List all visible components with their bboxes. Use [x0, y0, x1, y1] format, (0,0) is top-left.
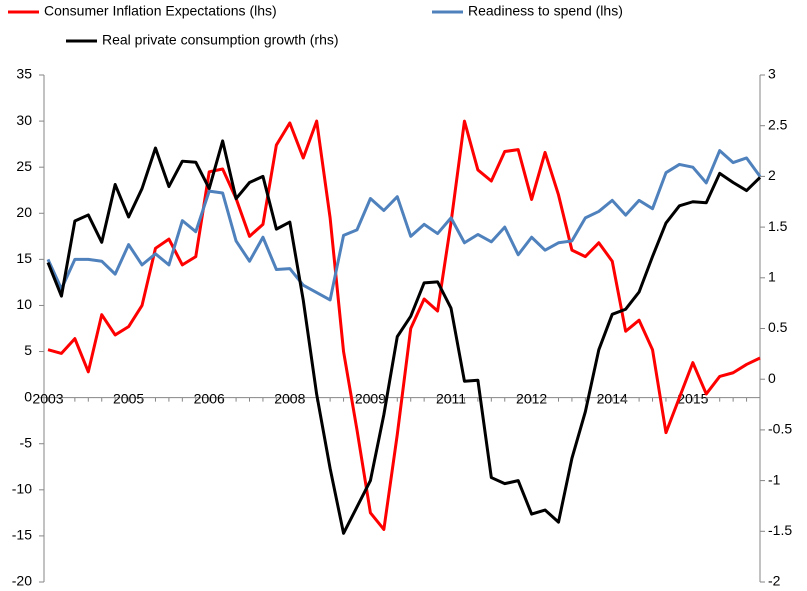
y-tick-label: 25 [16, 158, 32, 174]
y2-tick-label: 2 [768, 167, 776, 183]
y2-tick-label: 0.5 [768, 319, 788, 335]
y-tick-label: 20 [16, 204, 32, 220]
legend-label: Consumer Inflation Expectations (lhs) [44, 3, 277, 19]
y-tick-label: 15 [16, 250, 32, 266]
x-tick-label: 2015 [677, 390, 708, 406]
x-tick-label: 2006 [194, 390, 225, 406]
series-line [47, 119, 761, 531]
y2-tick-label: 3 [768, 66, 776, 82]
x-tick-label: 2005 [113, 390, 144, 406]
y2-tick-label: 1.5 [768, 218, 788, 234]
series-line [46, 139, 762, 535]
series-line [46, 149, 762, 302]
x-tick-label: 2012 [516, 390, 547, 406]
y2-tick-label: -1.5 [768, 522, 792, 538]
x-tick-label: 2014 [597, 390, 628, 406]
x-tick-label: 2011 [436, 390, 466, 406]
y2-tick-label: -0.5 [768, 421, 792, 437]
legend-label: Real private consumption growth (rhs) [102, 32, 339, 48]
y-tick-label: 35 [16, 66, 32, 82]
y-tick-label: -5 [20, 434, 33, 450]
x-tick-label: 2003 [32, 390, 63, 406]
y2-tick-label: -2 [768, 573, 781, 589]
y-tick-label: 5 [24, 342, 32, 358]
x-tick-label: 2009 [355, 390, 386, 406]
y-tick-label: -15 [12, 527, 32, 543]
y2-tick-label: 0 [768, 370, 776, 386]
x-tick-label: 2008 [274, 390, 305, 406]
legend-label: Readiness to spend (lhs) [468, 3, 623, 19]
y-tick-label: -20 [12, 573, 32, 589]
y-tick-label: 10 [16, 296, 32, 312]
y2-tick-label: 2.5 [768, 116, 788, 132]
y-tick-label: 30 [16, 112, 32, 128]
y2-tick-label: 1 [768, 269, 776, 285]
y-tick-label: -10 [12, 481, 32, 497]
y-tick-label: 0 [24, 388, 32, 404]
y2-tick-label: -1 [768, 471, 781, 487]
